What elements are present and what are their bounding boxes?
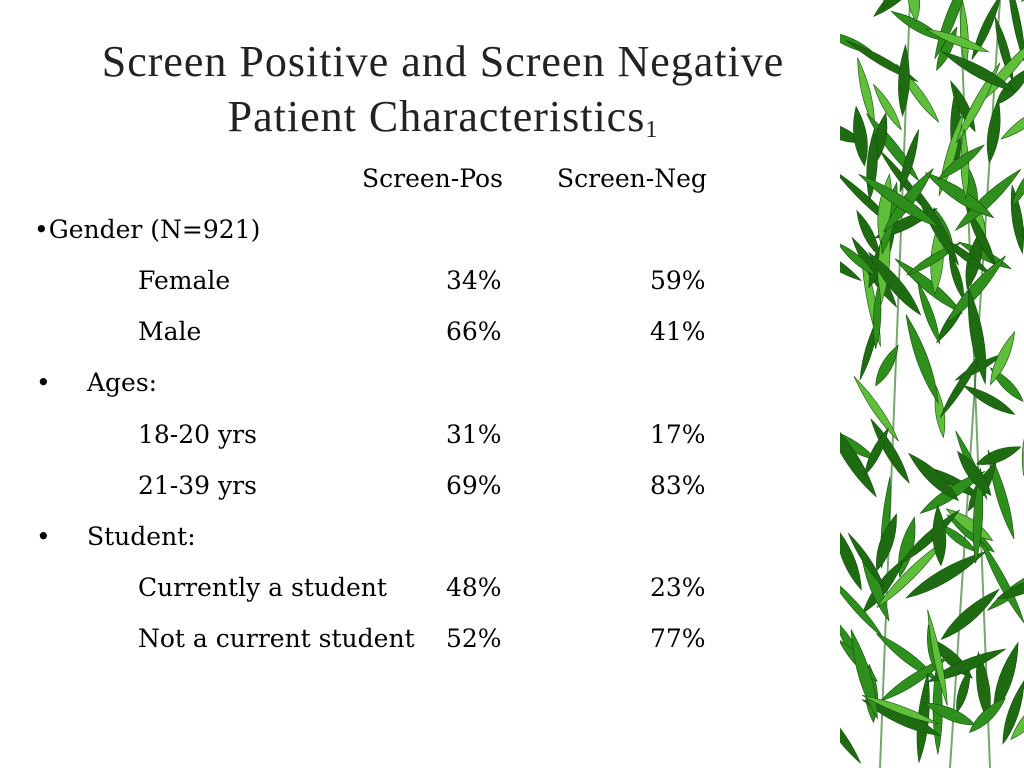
bamboo-leaf	[937, 144, 985, 180]
bamboo-leaf	[876, 513, 897, 572]
bamboo-leaf	[927, 609, 948, 706]
bamboo-leaf	[957, 450, 992, 497]
bamboo-leaf	[924, 172, 995, 219]
value-current-student-neg: 23%	[650, 573, 706, 602]
bamboo-leaf	[840, 119, 864, 143]
bamboo-leaf	[934, 0, 971, 60]
bamboo-leaf	[971, 0, 1002, 60]
student-heading: Student:	[87, 522, 196, 551]
bamboo-leaf	[923, 702, 976, 726]
bamboo-leaf	[1002, 679, 1024, 745]
value-not-current-student-pos: 52%	[446, 624, 502, 653]
value-male-pos: 66%	[446, 317, 502, 346]
bamboo-leaf	[879, 656, 949, 702]
bamboo-leaf	[936, 26, 958, 71]
bamboo-leaf	[926, 648, 1006, 683]
bamboo-leaf	[864, 427, 889, 476]
bamboo-leaf	[972, 468, 984, 564]
bamboo-leaf	[856, 209, 880, 257]
column-header-screen-neg: Screen-Neg	[557, 164, 707, 193]
bamboo-leaf	[890, 10, 945, 42]
bamboo-leaf	[868, 251, 922, 316]
bamboo-leaf	[987, 449, 1015, 540]
value-female-neg: 59%	[650, 266, 706, 295]
bamboo-leaf	[968, 697, 1007, 733]
bamboo-leaf	[907, 0, 921, 23]
bamboo-leaf	[872, 283, 882, 350]
title-footnote-marker: 1	[645, 117, 659, 143]
column-header-screen-pos: Screen-Pos	[362, 164, 503, 193]
bamboo-leaf	[995, 66, 1024, 106]
bamboo-leaf	[840, 575, 883, 638]
bamboo-leaf	[899, 129, 920, 194]
bamboo-leaf	[847, 532, 885, 587]
bamboo-leaf	[861, 699, 941, 736]
bamboo-leaf	[872, 83, 902, 131]
row-label-21-39: 21-39 yrs	[138, 471, 257, 500]
ages-bullet: •	[36, 368, 51, 397]
title-line-1: Screen Positive and Screen Negative	[101, 37, 785, 86]
bamboo-leaf	[870, 418, 910, 485]
row-label-not-current-student: Not a current student	[138, 624, 415, 653]
bamboo-leaves-decoration	[840, 0, 1024, 768]
bamboo-leaf	[967, 287, 987, 385]
bamboo-leaf	[1007, 0, 1024, 65]
bamboo-leaf	[840, 238, 863, 282]
bamboo-leaf	[873, 0, 931, 17]
bamboo-leaf	[976, 651, 991, 722]
value-18-20-pos: 31%	[446, 420, 502, 449]
value-female-pos: 34%	[446, 266, 502, 295]
bamboo-leaf	[917, 281, 941, 345]
bamboo-leaf	[853, 376, 899, 442]
bamboo-leaf	[908, 452, 960, 502]
bamboo-leaf	[840, 524, 862, 591]
bamboo-leaf	[894, 258, 964, 315]
bamboo-leaf	[861, 694, 939, 725]
title-line-2-text: Patient Characteristics	[227, 92, 646, 141]
value-21-39-neg: 83%	[650, 471, 706, 500]
bamboo-leaf	[883, 168, 934, 233]
bamboo-leaf	[898, 43, 910, 118]
bamboo-leaf	[905, 314, 939, 405]
gender-heading: •Gender (N=921)	[34, 215, 261, 244]
row-label-male: Male	[138, 317, 202, 346]
row-label-18-20: 18-20 yrs	[138, 420, 257, 449]
bamboo-leaf	[954, 168, 1022, 232]
bamboo-leaf	[853, 105, 868, 167]
bamboo-leaf	[899, 509, 961, 565]
title-line-2: Patient Characteristics1	[0, 89, 886, 144]
bamboo-leaf	[1000, 101, 1024, 140]
row-label-current-student: Currently a student	[138, 573, 387, 602]
slide-title: Screen Positive and Screen Negative Pati…	[0, 34, 886, 144]
student-bullet: •	[36, 522, 51, 551]
value-21-39-pos: 69%	[446, 471, 502, 500]
bamboo-leaf	[875, 344, 899, 387]
bamboo-leaf	[993, 641, 1019, 715]
bamboo-leaf	[1021, 411, 1024, 477]
row-label-female: Female	[138, 266, 231, 295]
ages-heading: Ages:	[87, 368, 158, 397]
bamboo-leaf	[840, 699, 861, 764]
value-current-student-pos: 48%	[446, 573, 502, 602]
bamboo-leaf	[850, 629, 878, 720]
bamboo-leaf	[940, 588, 1000, 641]
bamboo-leaf	[913, 184, 959, 266]
bamboo-leaf	[990, 330, 1016, 386]
bamboo-leaf	[989, 367, 1024, 402]
bamboo-leaf	[925, 28, 990, 53]
bamboo-leaf	[976, 446, 1022, 465]
value-male-neg: 41%	[650, 317, 706, 346]
value-not-current-student-neg: 77%	[650, 624, 706, 653]
bamboo-leaf	[1010, 689, 1024, 740]
value-18-20-neg: 17%	[650, 420, 706, 449]
bamboo-leaf	[840, 242, 876, 276]
bamboo-leaf	[857, 57, 875, 129]
bamboo-leaf	[858, 173, 941, 229]
bamboo-leaf	[932, 504, 947, 567]
bamboo-leaf	[1020, 0, 1024, 3]
